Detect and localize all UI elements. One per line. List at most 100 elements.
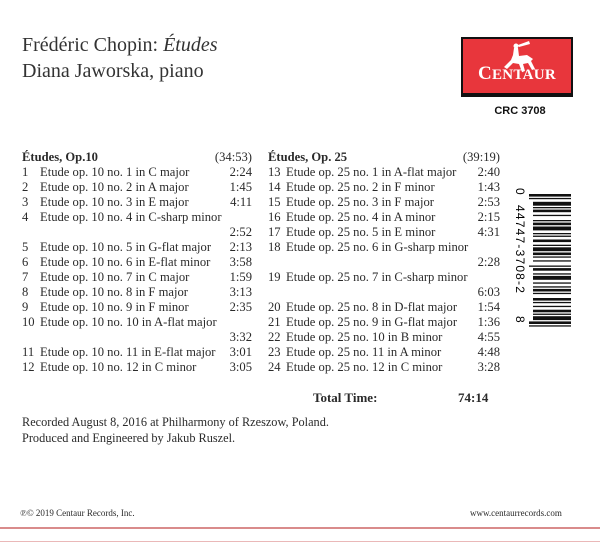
track-title: Etude op. 10 no. 9 in F minor: [40, 300, 189, 314]
track-title: Etude op. 10 no. 11 in E-flat major: [40, 345, 216, 359]
website-link[interactable]: www.centaurrecords.com: [470, 508, 562, 518]
total-time-label: Total Time:: [313, 390, 378, 405]
barcode-bar: [533, 309, 571, 313]
barcode-bar: [533, 273, 571, 275]
logo-text: CENTAUR: [477, 63, 557, 84]
track-title: Etude op. 10 no. 2 in A major: [40, 180, 189, 194]
barcode-bar: [529, 325, 571, 327]
track-row: 15 Etude op. 25 no. 3 in F major 2:53: [268, 195, 500, 210]
section-heading: Études, Op. 25: [268, 150, 348, 164]
track-row: 5 Etude op. 10 no. 5 in G-flat major 2:13: [22, 240, 252, 255]
producer-info: Produced and Engineered by Jakub Ruszel.: [22, 431, 236, 445]
track-title: Etude op. 10 no. 3 in E major: [40, 195, 189, 209]
track-title: Etude op. 10 no. 7 in C major: [40, 270, 190, 284]
track-row: 4 Etude op. 10 no. 4 in C-sharp minor 2:52: [22, 210, 252, 240]
track-time: 3:01: [229, 345, 252, 359]
barcode-bar: [533, 305, 571, 308]
barcode-digits: 44747-3708-2: [513, 205, 527, 294]
track-title: Etude op. 10 no. 5 in G-flat major: [40, 240, 212, 254]
track-number: 12: [22, 360, 35, 374]
barcode-bar: [533, 235, 571, 237]
barcode-digit-last: 8: [513, 316, 527, 323]
tracklist-op10: Études, Op.10 (34:53) 1 Etude op. 10 no. …: [22, 150, 252, 375]
track-title: Etude op. 10 no. 1 in C major: [40, 165, 190, 179]
work-title: Études: [163, 34, 218, 56]
track-title: Etude op. 25 no. 11 in A minor: [286, 345, 442, 359]
track-title: Etude op. 10 no. 8 in F major: [40, 285, 188, 299]
section-duration: (39:19): [462, 150, 500, 164]
track-row: 14 Etude op. 25 no. 2 in F minor 1:43: [268, 180, 500, 195]
track-time: 2:35: [229, 300, 252, 314]
barcode-bar: [529, 265, 571, 267]
barcode-bar: [533, 292, 571, 295]
track-row: 16 Etude op. 25 no. 4 in A minor 2:15: [268, 210, 500, 225]
track-title: Etude op. 10 no. 10 in A-flat major: [40, 315, 217, 329]
track-time: 2:53: [477, 195, 500, 209]
divider: [0, 527, 600, 529]
track-title: Etude op. 25 no. 5 in E minor: [286, 225, 436, 239]
track-title: Etude op. 25 no. 6 in G-sharp minor: [286, 240, 469, 254]
track-number: 20: [268, 300, 281, 314]
track-row: 11 Etude op. 10 no. 11 in E-flat major 3:0…: [22, 345, 252, 360]
barcode-bar: [533, 268, 571, 271]
track-title: Etude op. 25 no. 1 in A-flat major: [286, 165, 457, 179]
track-time: 2:28: [477, 255, 500, 269]
track-title: Etude op. 25 no. 10 in B minor: [286, 330, 443, 344]
track-number: 18: [268, 240, 281, 254]
section-header: Études, Op.10 (34:53): [22, 150, 252, 165]
centaur-logo: CENTAUR: [461, 37, 573, 97]
barcode-bar: [533, 282, 571, 284]
barcode-bar: [529, 197, 571, 200]
track-time: 2:13: [229, 240, 252, 254]
track-time: 4:55: [477, 330, 500, 344]
barcode-bar: [533, 222, 571, 226]
section-duration: (34:53): [214, 150, 252, 164]
track-row: 10 Etude op. 10 no. 10 in A-flat major 3:3…: [22, 315, 252, 345]
total-time-value: 74:14: [458, 390, 489, 405]
track-number: 21: [268, 315, 281, 329]
catalog-number: CRC 3708: [494, 105, 546, 117]
track-time: 1:54: [477, 300, 500, 314]
track-number: 2: [22, 180, 29, 194]
track-number: 23: [268, 345, 281, 359]
track-time: 3:13: [229, 285, 252, 299]
track-number: 1: [22, 165, 29, 179]
barcode-bar: [533, 286, 571, 288]
barcode-bar: [533, 244, 571, 246]
track-time: 1:45: [229, 180, 252, 194]
barcode-bars: [529, 194, 571, 327]
track-number: 14: [268, 180, 281, 194]
performer: Diana Jaworska, piano: [22, 60, 204, 82]
barcode-bar: [533, 313, 571, 315]
barcode-bar: [533, 239, 571, 243]
track-time: 3:32: [229, 330, 252, 344]
track-number: 4: [22, 210, 29, 224]
track-time: 4:11: [230, 195, 252, 209]
track-time: 3:58: [229, 255, 252, 269]
copyright: ℗© 2019 Centaur Records, Inc.: [20, 508, 135, 518]
track-title: Etude op. 10 no. 12 in C minor: [40, 360, 197, 374]
track-number: 6: [22, 255, 29, 269]
barcode-bar: [533, 201, 571, 206]
track-time: 4:31: [477, 225, 500, 239]
track-number: 16: [268, 210, 281, 224]
barcode-bar: [533, 209, 571, 213]
barcode-bar: [533, 256, 571, 258]
track-time: 1:43: [477, 180, 500, 194]
track-number: 3: [22, 195, 29, 209]
barcode-bar: [533, 226, 571, 231]
track-title: Etude op. 25 no. 3 in F major: [286, 195, 434, 209]
track-title: Etude op. 25 no. 8 in D-flat major: [286, 300, 458, 314]
track-row: 6 Etude op. 10 no. 6 in E-flat minor 3:58: [22, 255, 252, 270]
barcode-bar: [529, 321, 571, 324]
track-title: Etude op. 25 no. 7 in C-sharp minor: [286, 270, 468, 284]
barcode-bar: [529, 194, 571, 197]
track-row: 24 Etude op. 25 no. 12 in C minor 3:28: [268, 360, 500, 375]
track-title: Etude op. 10 no. 6 in E-flat minor: [40, 255, 211, 269]
track-title: Etude op. 10 no. 4 in C-sharp minor: [40, 210, 222, 224]
track-row: 8 Etude op. 10 no. 8 in F major 3:13: [22, 285, 252, 300]
track-row: 18 Etude op. 25 no. 6 in G-sharp minor 2:2…: [268, 240, 500, 270]
section-header: Études, Op. 25 (39:19): [268, 150, 500, 165]
section-heading: Études, Op.10: [22, 150, 98, 164]
track-time: 2:24: [229, 165, 252, 179]
